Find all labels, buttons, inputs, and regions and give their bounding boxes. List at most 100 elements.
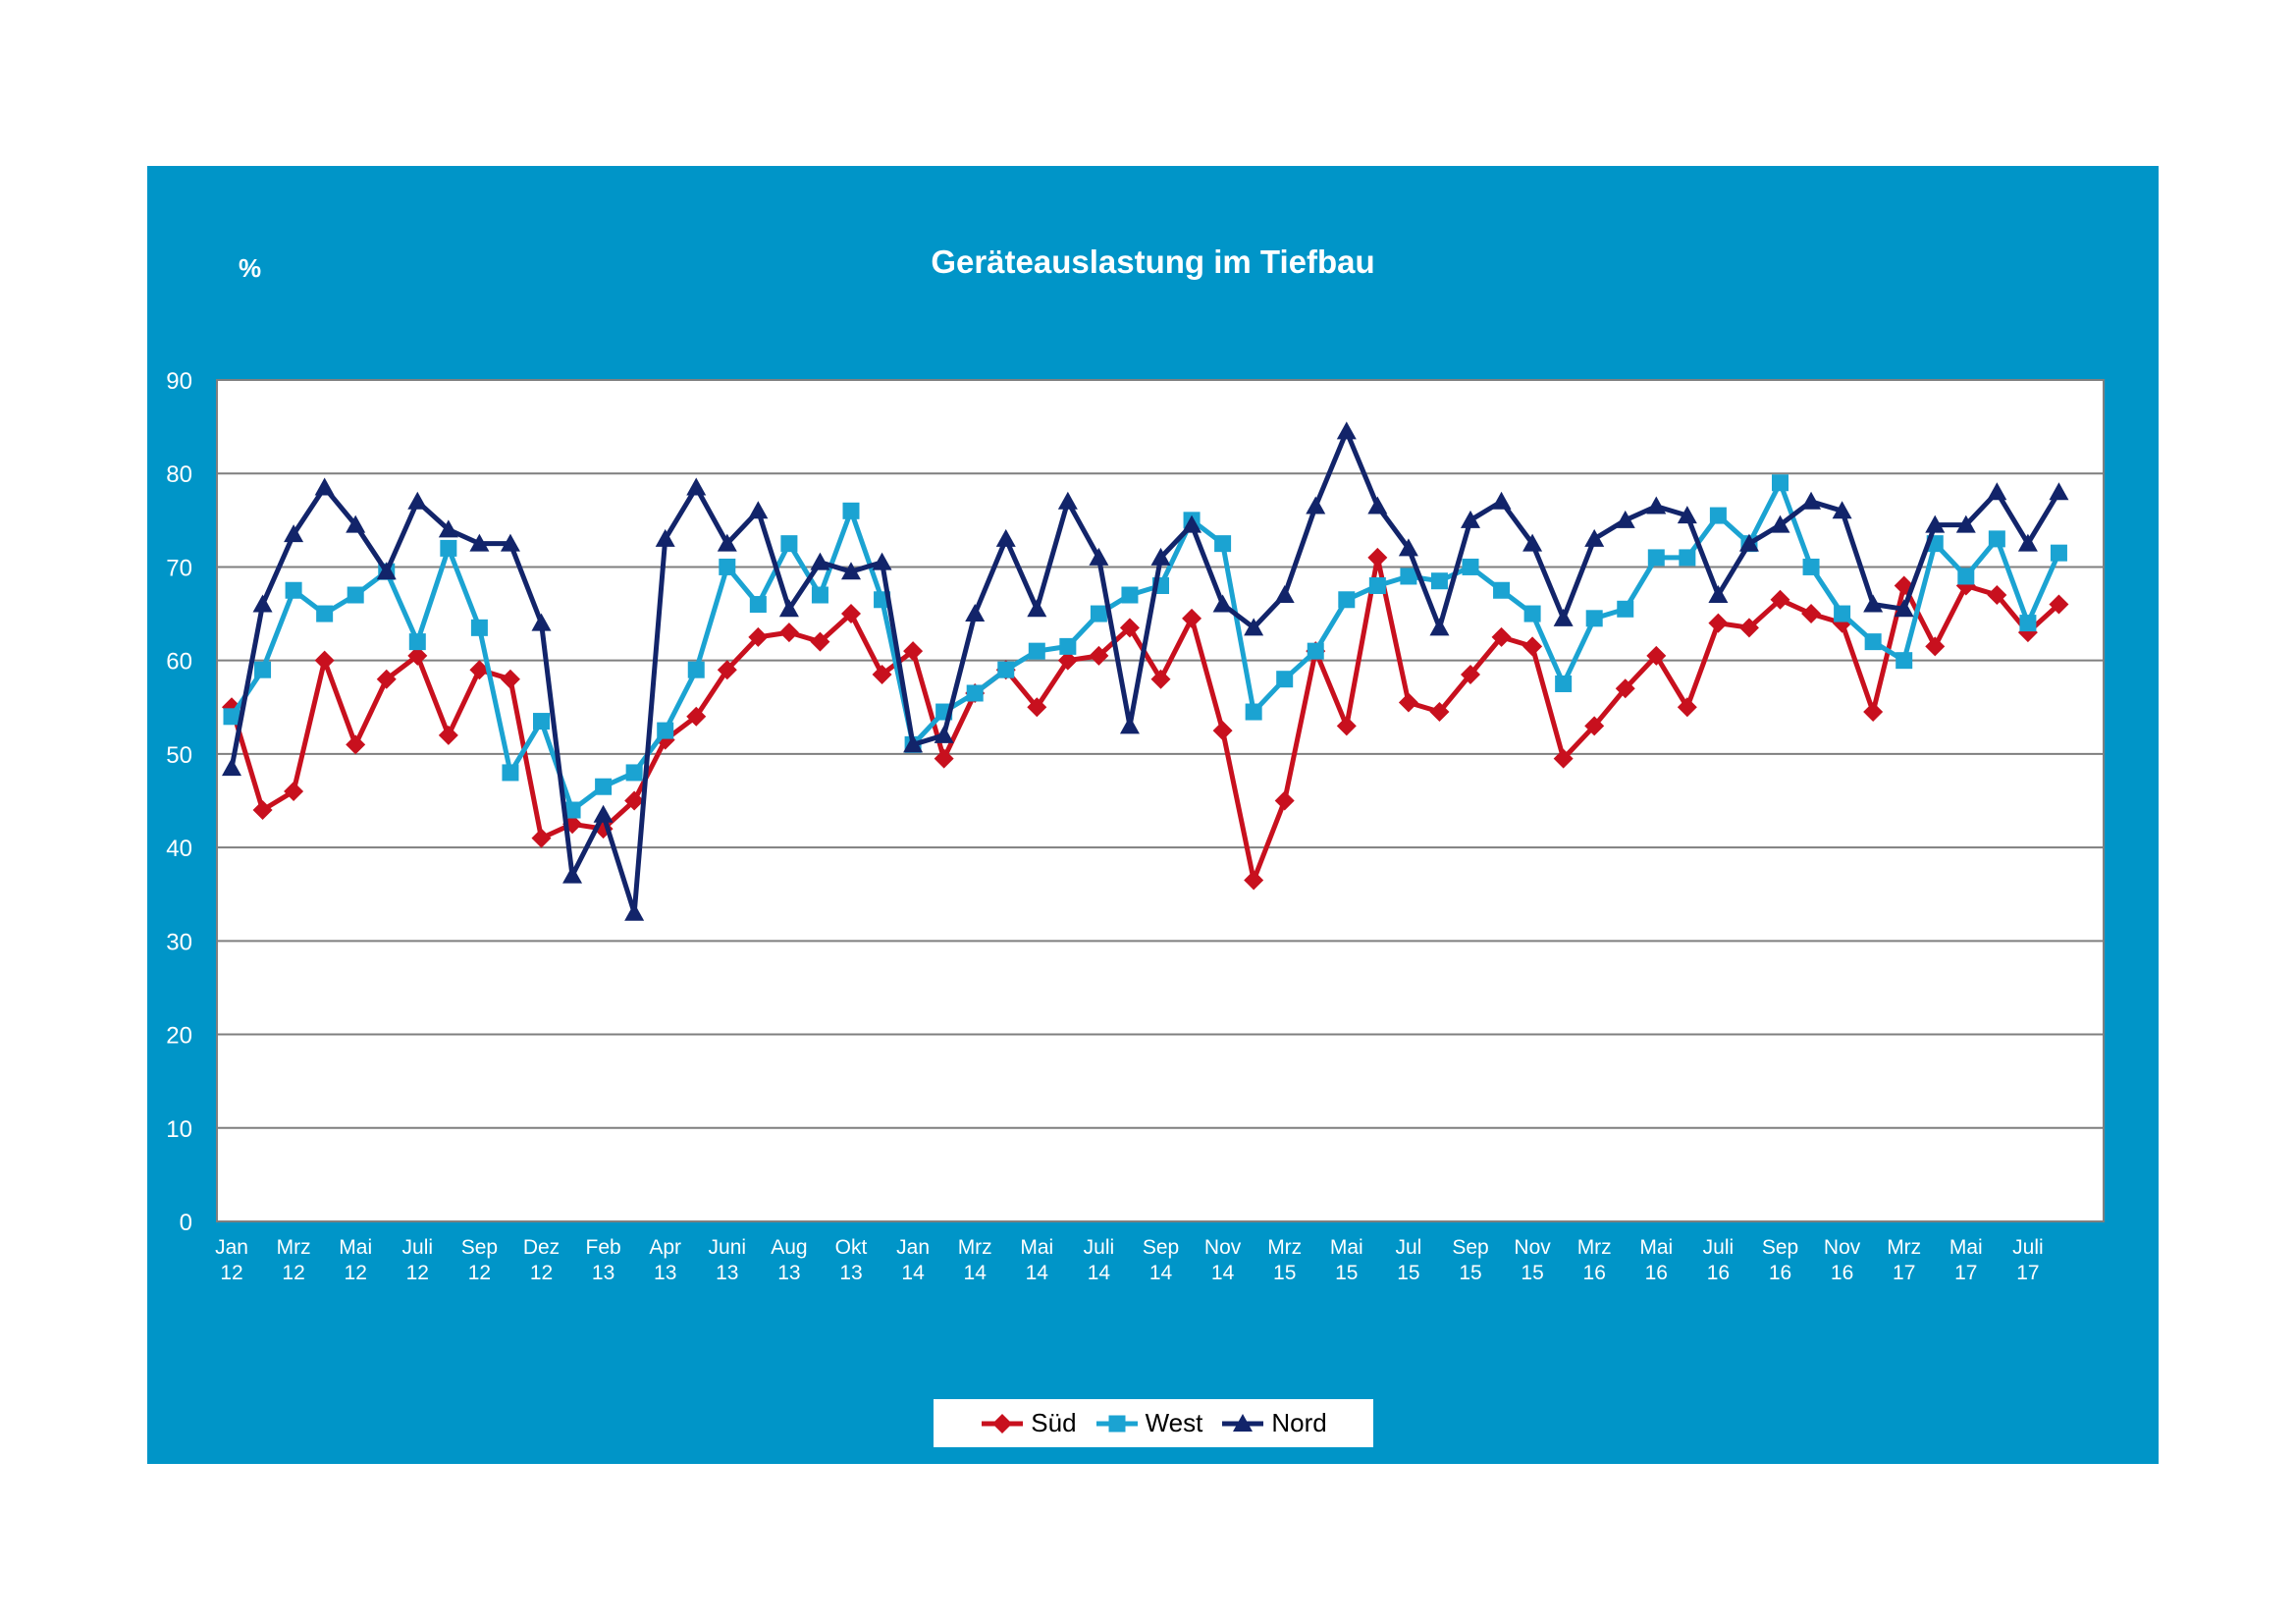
data-point bbox=[655, 528, 675, 547]
data-point bbox=[1584, 528, 1605, 547]
x-tick-label-month: Nov bbox=[1824, 1236, 1861, 1259]
data-point bbox=[1491, 626, 1512, 647]
data-point bbox=[966, 684, 984, 702]
data-point bbox=[1679, 549, 1696, 567]
data-point bbox=[1863, 594, 1884, 613]
data-point bbox=[563, 801, 581, 819]
x-tick-label-year: 16 bbox=[1645, 1262, 1668, 1284]
data-point bbox=[252, 594, 273, 613]
x-tick-label-month: Jan bbox=[896, 1236, 930, 1259]
x-tick-label-month: Juli bbox=[1084, 1236, 1115, 1259]
data-point bbox=[223, 708, 240, 726]
data-point bbox=[810, 552, 830, 570]
data-point bbox=[1276, 671, 1294, 688]
y-axis-ticks: 0 10 20 30 40 50 60 70 80 90 bbox=[166, 368, 192, 1236]
data-point bbox=[595, 778, 613, 795]
data-point bbox=[1988, 530, 2005, 548]
data-point bbox=[1925, 514, 1946, 533]
data-point bbox=[903, 641, 924, 662]
data-point bbox=[314, 650, 335, 671]
data-point bbox=[316, 605, 334, 622]
chart-title: Geräteauslastung im Tiefbau bbox=[931, 243, 1375, 280]
data-point bbox=[934, 748, 954, 769]
data-point bbox=[254, 661, 272, 678]
x-tick-label-month: Nov bbox=[1514, 1236, 1551, 1259]
data-point bbox=[1522, 636, 1543, 657]
data-point bbox=[749, 596, 767, 614]
x-axis-ticks: Jan 12 Mrz 12 Mai 12 Juli 12 Sep 12 Dez 12 Feb 13 Apr 1… bbox=[215, 1236, 2044, 1284]
data-point bbox=[2017, 533, 2038, 552]
data-point bbox=[347, 586, 364, 604]
series-triangle bbox=[222, 421, 2069, 921]
data-point bbox=[1027, 599, 1047, 618]
data-point bbox=[995, 528, 1016, 547]
data-point bbox=[1863, 702, 1884, 723]
series-line bbox=[229, 428, 2061, 916]
data-point bbox=[346, 514, 366, 533]
x-tick-label-month: Juli bbox=[402, 1236, 434, 1259]
data-point bbox=[872, 552, 892, 570]
data-point bbox=[1802, 558, 1820, 575]
series-group bbox=[222, 421, 2069, 921]
data-point bbox=[1491, 491, 1512, 510]
x-tick-label-year: 14 bbox=[964, 1262, 988, 1284]
y-tick-label: 0 bbox=[180, 1210, 192, 1236]
x-tick-label-month: Nov bbox=[1204, 1236, 1242, 1259]
x-tick-label-year: 14 bbox=[1088, 1262, 1111, 1284]
data-point bbox=[500, 533, 520, 552]
data-point bbox=[1646, 496, 1667, 514]
data-point bbox=[1555, 675, 1573, 692]
data-point bbox=[1336, 716, 1357, 736]
x-tick-label-month: Juni bbox=[709, 1236, 747, 1259]
x-tick-label-year: 13 bbox=[716, 1262, 738, 1284]
data-point bbox=[2049, 594, 2069, 615]
data-point bbox=[625, 764, 643, 782]
data-point bbox=[657, 722, 674, 739]
data-point bbox=[2019, 615, 2037, 632]
x-tick-label-month: Feb bbox=[586, 1236, 621, 1259]
y-tick-label: 80 bbox=[166, 461, 192, 488]
data-point bbox=[1182, 608, 1202, 628]
data-point bbox=[346, 734, 366, 755]
data-point bbox=[1493, 581, 1511, 599]
y-tick-label: 60 bbox=[166, 649, 192, 676]
data-point bbox=[934, 725, 954, 743]
x-tick-label-year: 16 bbox=[1831, 1262, 1853, 1284]
data-point bbox=[1646, 645, 1667, 666]
legend-label: West bbox=[1145, 1408, 1203, 1437]
y-tick-label: 50 bbox=[166, 742, 192, 769]
x-tick-label-year: 12 bbox=[468, 1262, 491, 1284]
data-point bbox=[1617, 600, 1634, 618]
data-point bbox=[1677, 506, 1697, 524]
x-tick-label-month: Mrz bbox=[1887, 1236, 1921, 1259]
data-point bbox=[997, 661, 1015, 678]
x-tick-label-year: 16 bbox=[1769, 1262, 1791, 1284]
x-tick-label-year: 12 bbox=[530, 1262, 553, 1284]
data-point bbox=[1338, 591, 1356, 609]
data-point bbox=[2049, 482, 2069, 501]
x-tick-label-year: 17 bbox=[1893, 1262, 1915, 1284]
data-point bbox=[1585, 610, 1603, 627]
data-point bbox=[1057, 491, 1078, 510]
data-point bbox=[1368, 576, 1386, 594]
x-tick-label-month: Mai bbox=[1330, 1236, 1363, 1259]
data-point bbox=[1615, 678, 1635, 699]
x-tick-label-month: Okt bbox=[835, 1236, 868, 1259]
x-tick-label-year: 17 bbox=[2016, 1262, 2039, 1284]
x-tick-label-year: 12 bbox=[220, 1262, 242, 1284]
x-tick-label-month: Mai bbox=[339, 1236, 372, 1259]
data-point bbox=[872, 664, 892, 684]
x-tick-label-year: 13 bbox=[592, 1262, 614, 1284]
series-line bbox=[229, 480, 2061, 813]
data-point bbox=[1398, 692, 1418, 713]
data-point bbox=[842, 502, 860, 519]
data-point bbox=[1738, 618, 1759, 638]
data-point bbox=[440, 539, 457, 557]
x-tick-label-month: Mai bbox=[1949, 1236, 1983, 1259]
x-tick-label-month: Mrz bbox=[1267, 1236, 1302, 1259]
data-point bbox=[1957, 568, 1975, 585]
series-diamond bbox=[222, 547, 2069, 891]
data-point bbox=[1150, 547, 1171, 566]
data-point bbox=[1770, 589, 1790, 610]
data-point bbox=[1925, 636, 1946, 657]
